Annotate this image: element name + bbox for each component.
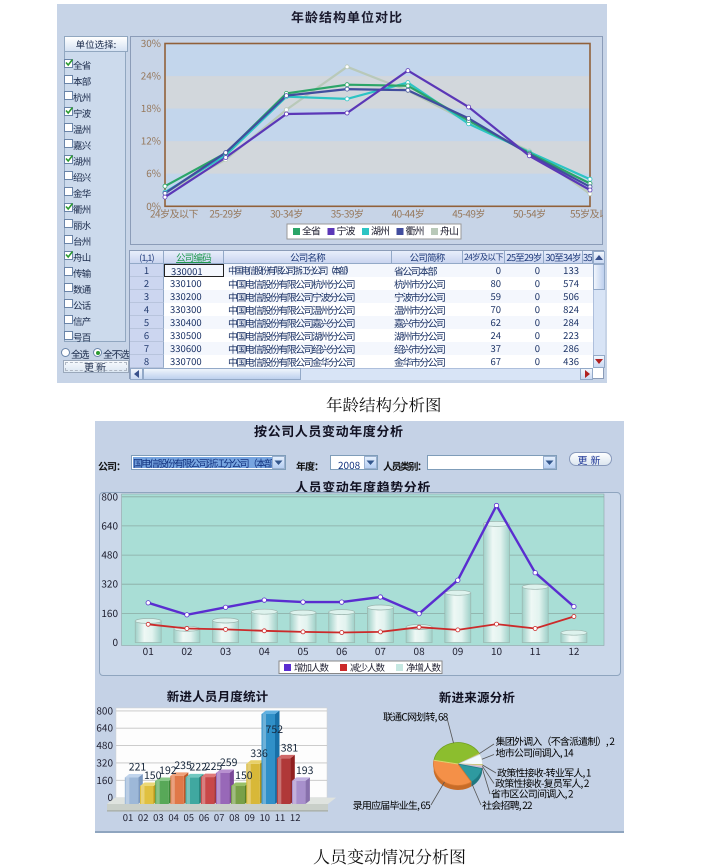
svg-text:11: 11 [530,643,541,658]
svg-text:12: 12 [290,810,301,824]
svg-text:18%: 18% [141,100,161,115]
svg-text:6%: 6% [146,165,161,180]
svg-text:录用应届毕业生, 65: 录用应届毕业生, 65 [353,797,432,812]
svg-text:221: 221 [129,760,147,775]
svg-text:03: 03 [153,810,164,824]
svg-text:09: 09 [244,810,255,824]
svg-text:24岁及以下: 24岁及以下 [150,205,199,220]
svg-text:381: 381 [281,740,299,755]
svg-text:640: 640 [101,517,118,532]
svg-text:800: 800 [96,702,113,717]
svg-text:05: 05 [297,643,309,658]
svg-text:45-49岁: 45-49岁 [452,205,485,220]
svg-text:02: 02 [138,810,149,824]
svg-text:减少人数: 减少人数 [350,660,386,674]
svg-text:01: 01 [143,643,154,658]
svg-text:省市区公司间调入, 2: 省市区公司间调入, 2 [491,786,574,801]
svg-text:07: 07 [375,643,387,658]
svg-text:净增人数: 净增人数 [406,660,442,674]
svg-text:222: 222 [190,759,208,774]
svg-text:增加人数: 增加人数 [294,660,330,674]
svg-text:30%: 30% [141,36,161,50]
svg-text:集团外调入（不含派遣制）, 2: 集团外调入（不含派遣制）, 2 [496,733,616,748]
svg-text:12: 12 [568,643,580,658]
svg-text:宁波: 宁波 [337,223,356,238]
svg-text:336: 336 [250,746,268,761]
svg-text:160: 160 [101,605,118,620]
svg-text:衢州: 衢州 [406,223,424,238]
svg-text:地市公司间调入, 14: 地市公司间调入, 14 [496,745,575,760]
svg-text:193: 193 [296,763,314,778]
svg-text:320: 320 [96,754,113,769]
svg-text:01: 01 [123,810,134,824]
svg-text:0%: 0% [146,198,161,213]
svg-text:07: 07 [214,810,225,824]
svg-text:150: 150 [235,768,253,783]
svg-text:04: 04 [259,643,271,658]
svg-text:新进人员月度统计: 新进人员月度统计 [167,686,269,705]
svg-text:06: 06 [336,643,348,658]
svg-text:09: 09 [452,643,463,658]
svg-text:150: 150 [144,768,162,783]
svg-text:社会招聘, 22: 社会招聘, 22 [482,797,533,812]
svg-text:24%: 24% [141,68,161,83]
svg-text:480: 480 [101,547,118,562]
svg-text:08: 08 [229,810,240,824]
svg-text:55岁及以上: 55岁及以上 [570,205,603,220]
svg-text:04: 04 [168,810,179,824]
svg-text:11: 11 [275,810,286,824]
svg-text:30-34岁: 30-34岁 [270,205,303,220]
svg-text:50-54岁: 50-54岁 [513,205,546,220]
svg-text:全省: 全省 [302,223,321,238]
svg-text:05: 05 [184,810,195,824]
svg-text:25-29岁: 25-29岁 [209,205,242,220]
svg-text:03: 03 [220,643,231,658]
svg-text:640: 640 [96,720,113,735]
svg-text:480: 480 [96,737,113,752]
svg-text:10: 10 [260,810,271,824]
svg-text:800: 800 [101,492,118,503]
svg-text:06: 06 [199,810,210,824]
svg-text:联通C网划转, 68: 联通C网划转, 68 [383,709,449,724]
svg-text:0: 0 [107,789,113,804]
svg-text:0: 0 [112,634,118,649]
svg-text:259: 259 [220,755,238,770]
svg-text:160: 160 [96,772,113,787]
svg-text:192: 192 [159,763,177,778]
svg-text:10: 10 [491,643,503,658]
svg-text:新进来源分析: 新进来源分析 [439,687,516,706]
svg-text:40-44岁: 40-44岁 [392,205,425,220]
svg-text:752: 752 [266,722,284,737]
svg-text:02: 02 [181,643,193,658]
svg-text:舟山: 舟山 [440,223,458,238]
svg-text:湖州: 湖州 [371,223,389,238]
svg-text:08: 08 [414,643,426,658]
svg-text:35-39岁: 35-39岁 [331,205,364,220]
svg-text:政策性接收-复员军人, 2: 政策性接收-复员军人, 2 [495,775,590,790]
svg-text:225: 225 [205,759,223,774]
svg-text:12%: 12% [141,133,161,148]
svg-text:235: 235 [174,758,192,773]
svg-text:政策性接收-转业军人, 1: 政策性接收-转业军人, 1 [497,765,591,780]
svg-text:320: 320 [101,576,118,591]
